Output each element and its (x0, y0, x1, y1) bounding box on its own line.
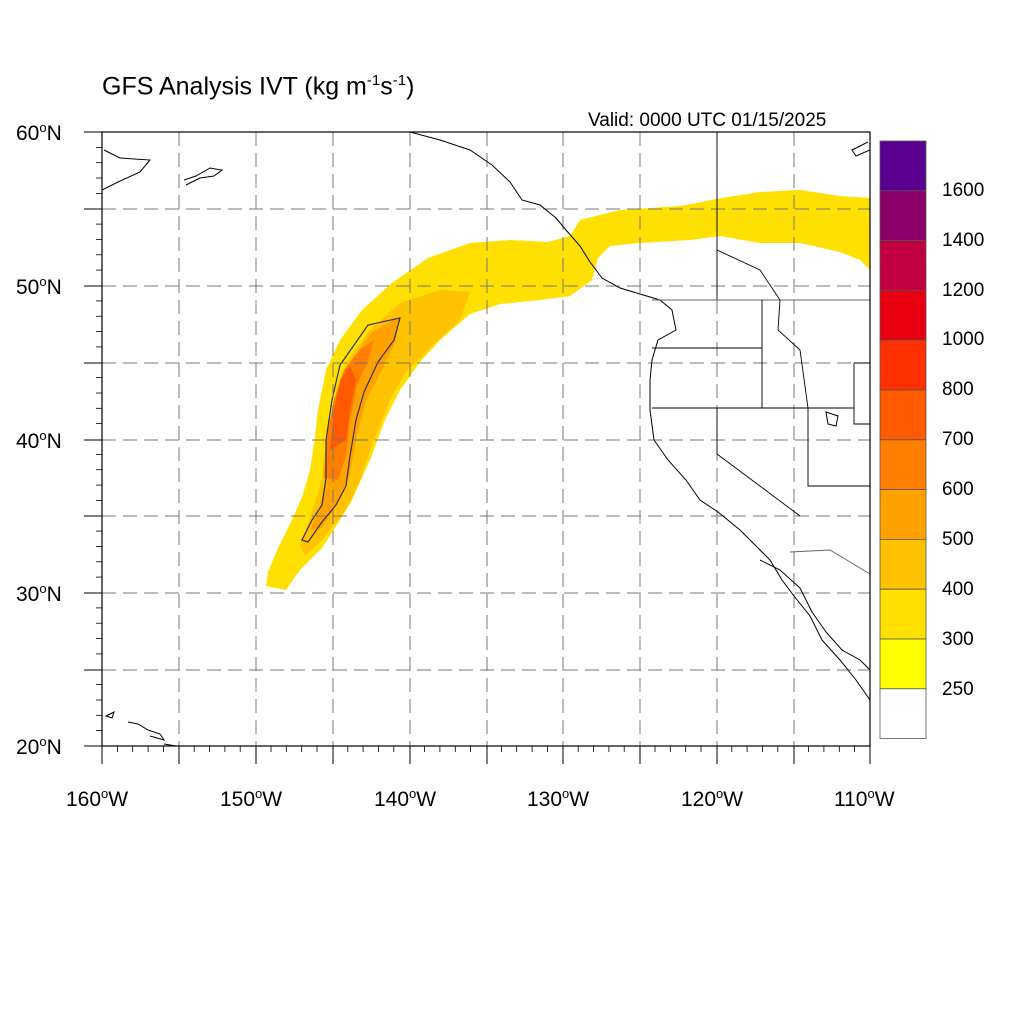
colorbar-swatch (879, 389, 927, 441)
lat-label-60n: 60oN (16, 120, 62, 145)
lat-label-40n: 40oN (16, 428, 62, 453)
ivt-band-300 (266, 190, 870, 590)
ivt-band-700 (330, 366, 356, 450)
colorbar-swatch (879, 638, 927, 690)
colorbar-swatch (879, 339, 927, 391)
colorbar-label: 1400 (942, 230, 985, 251)
valid-time-label: Valid: 0000 UTC 01/15/2025 (588, 110, 827, 131)
colorbar-label: 600 (942, 479, 974, 500)
lon-label-110w: 110oW (834, 786, 895, 811)
colorbar (879, 140, 927, 739)
ivt-shading (266, 190, 870, 590)
colorbar-label: 1600 (942, 180, 985, 201)
colorbar-swatch (879, 240, 927, 291)
colorbar-swatch (879, 539, 927, 590)
lat-label-30n: 30oN (16, 581, 62, 606)
colorbar-swatch (879, 140, 927, 192)
lat-label-50n: 50oN (16, 274, 62, 299)
colorbar-label: 1000 (942, 329, 985, 350)
colorbar-swatch (879, 190, 927, 242)
colorbar-swatch (879, 289, 927, 341)
ivt-contour-500 (301, 317, 401, 543)
colorbar-swatch (879, 588, 927, 640)
colorbar-label: 400 (942, 579, 974, 600)
colorbar-label: 250 (942, 679, 974, 700)
colorbar-label: 1200 (942, 280, 985, 301)
map-title: GFS Analysis IVT (kg m-1s-1) (102, 72, 415, 101)
map-frame (101, 131, 871, 747)
gridlines (102, 132, 870, 746)
lon-label-140w: 140oW (374, 786, 437, 811)
lon-label-160w: 160oW (66, 786, 129, 811)
colorbar-label: 300 (942, 629, 974, 650)
axis-ticks (84, 131, 871, 764)
colorbar-label: 500 (942, 529, 974, 550)
colorbar-label: 800 (942, 379, 974, 400)
lon-label-130w: 130oW (527, 786, 590, 811)
lon-label-150w: 150oW (220, 786, 283, 811)
lon-label-120w: 120oW (681, 786, 744, 811)
colorbar-swatch (879, 489, 927, 540)
minor-ticks (96, 146, 855, 752)
lat-label-20n: 20oN (16, 734, 62, 759)
colorbar-swatch (879, 439, 927, 490)
colorbar-label: 700 (942, 429, 974, 450)
colorbar-swatch (879, 688, 927, 739)
coastlines (102, 132, 870, 746)
political-borders (652, 132, 870, 575)
